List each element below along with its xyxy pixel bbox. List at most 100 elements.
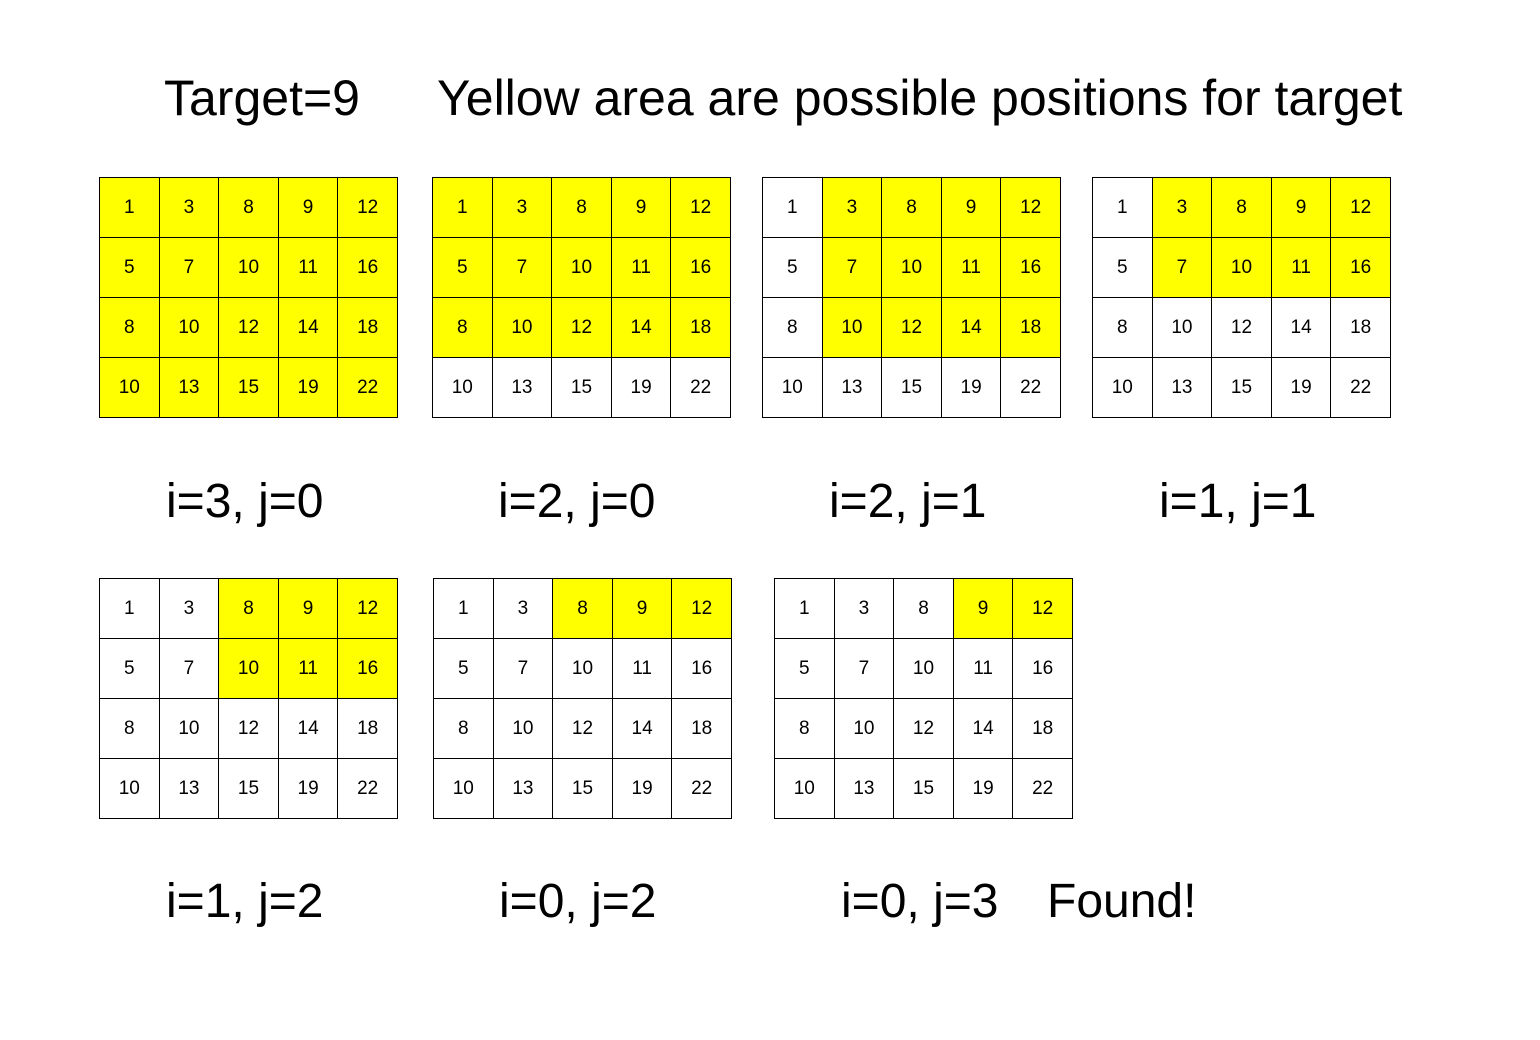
matrix-cell: 15 bbox=[219, 759, 279, 819]
matrix-cell: 9 bbox=[1271, 178, 1332, 238]
matrix-cell: 19 bbox=[278, 358, 339, 418]
matrix-cell: 14 bbox=[953, 699, 1014, 759]
matrix-cell: 12 bbox=[672, 579, 732, 639]
matrix-cell: 8 bbox=[1093, 298, 1153, 358]
matrix-cell: 14 bbox=[278, 298, 339, 358]
matrix-cell: 8 bbox=[894, 579, 954, 639]
matrix-cell: 10 bbox=[1093, 358, 1153, 418]
matrix-cell: 8 bbox=[775, 699, 835, 759]
matrix-cell: 12 bbox=[882, 298, 942, 358]
matrix-cell: 12 bbox=[553, 699, 613, 759]
matrix-cell: 1 bbox=[434, 579, 494, 639]
matrix-cell: 11 bbox=[612, 639, 673, 699]
matrix-cell: 18 bbox=[1013, 699, 1073, 759]
step-caption: i=3, j=0 bbox=[166, 475, 324, 528]
matrix-cell: 16 bbox=[671, 238, 731, 298]
matrix-cell: 10 bbox=[763, 358, 823, 418]
matrix-cell: 13 bbox=[1152, 358, 1213, 418]
matrix-cell: 12 bbox=[552, 298, 612, 358]
matrix-cell: 11 bbox=[278, 238, 339, 298]
matrix-cell: 8 bbox=[100, 298, 160, 358]
matrix-cell: 18 bbox=[672, 699, 732, 759]
matrix-cell: 9 bbox=[611, 178, 672, 238]
matrix-cell: 3 bbox=[834, 579, 895, 639]
matrix-cell: 12 bbox=[338, 178, 398, 238]
matrix-cell: 12 bbox=[219, 699, 279, 759]
matrix-grid: 1 3 8 9 12 5 7 10 11 16 8 10 12 14 18 10 13 15 19 22 bbox=[774, 578, 1073, 819]
matrix-cell: 12 bbox=[894, 699, 954, 759]
matrix-cell: 15 bbox=[1212, 358, 1272, 418]
matrix-cell: 16 bbox=[672, 639, 732, 699]
matrix-cell: 3 bbox=[822, 178, 883, 238]
matrix-cell: 19 bbox=[953, 759, 1014, 819]
matrix-cell: 3 bbox=[159, 178, 220, 238]
matrix-cell: 18 bbox=[1001, 298, 1061, 358]
matrix-cell: 5 bbox=[1093, 238, 1153, 298]
matrix-cell: 7 bbox=[834, 639, 895, 699]
matrix-cell: 8 bbox=[434, 699, 494, 759]
matrix-cell: 7 bbox=[822, 238, 883, 298]
matrix-cell: 10 bbox=[1212, 238, 1272, 298]
matrix-cell: 10 bbox=[219, 238, 279, 298]
step-caption: i=0, j=2 bbox=[499, 875, 657, 928]
matrix-cell: 3 bbox=[1152, 178, 1213, 238]
matrix-cell: 10 bbox=[219, 639, 279, 699]
matrix-cell: 13 bbox=[493, 759, 554, 819]
matrix-cell: 19 bbox=[278, 759, 339, 819]
matrix-cell: 22 bbox=[1001, 358, 1061, 418]
matrix-cell: 16 bbox=[1013, 639, 1073, 699]
matrix-grid: 1 3 8 9 12 5 7 10 11 16 8 10 12 14 18 10 13 15 19 22 bbox=[99, 177, 398, 418]
matrix-cell: 9 bbox=[612, 579, 673, 639]
matrix-cell: 5 bbox=[100, 639, 160, 699]
matrix-cell: 11 bbox=[278, 639, 339, 699]
matrix-cell: 12 bbox=[671, 178, 731, 238]
matrix-cell: 7 bbox=[1152, 238, 1213, 298]
matrix-grid: 1 3 8 9 12 5 7 10 11 16 8 10 12 14 18 10 13 15 19 22 bbox=[1092, 177, 1391, 418]
step-caption: i=0, j=3 bbox=[841, 875, 999, 928]
matrix-cell: 7 bbox=[493, 639, 554, 699]
matrix-cell: 1 bbox=[1093, 178, 1153, 238]
matrix-cell: 1 bbox=[763, 178, 823, 238]
matrix-cell: 1 bbox=[433, 178, 493, 238]
matrix-cell: 1 bbox=[100, 579, 160, 639]
matrix-cell: 1 bbox=[775, 579, 835, 639]
matrix-cell: 14 bbox=[941, 298, 1002, 358]
matrix-cell: 16 bbox=[1331, 238, 1391, 298]
matrix-cell: 8 bbox=[552, 178, 612, 238]
matrix-cell: 8 bbox=[1212, 178, 1272, 238]
matrix-cell: 11 bbox=[953, 639, 1014, 699]
matrix-cell: 12 bbox=[1001, 178, 1061, 238]
matrix-cell: 9 bbox=[278, 178, 339, 238]
matrix-cell: 10 bbox=[1152, 298, 1213, 358]
matrix-cell: 19 bbox=[941, 358, 1002, 418]
matrix-cell: 5 bbox=[433, 238, 493, 298]
matrix-cell: 8 bbox=[882, 178, 942, 238]
matrix-cell: 8 bbox=[553, 579, 613, 639]
matrix-cell: 14 bbox=[1271, 298, 1332, 358]
matrix-cell: 13 bbox=[834, 759, 895, 819]
matrix-cell: 5 bbox=[763, 238, 823, 298]
matrix-cell: 13 bbox=[159, 759, 220, 819]
matrix-cell: 22 bbox=[671, 358, 731, 418]
matrix-cell: 8 bbox=[219, 178, 279, 238]
matrix-cell: 7 bbox=[492, 238, 553, 298]
matrix-cell: 14 bbox=[278, 699, 339, 759]
matrix-cell: 5 bbox=[434, 639, 494, 699]
matrix-cell: 10 bbox=[434, 759, 494, 819]
matrix-cell: 22 bbox=[338, 358, 398, 418]
step-caption: i=2, j=0 bbox=[498, 475, 656, 528]
step-caption: i=1, j=2 bbox=[166, 875, 324, 928]
step-caption: i=2, j=1 bbox=[829, 475, 987, 528]
matrix-cell: 10 bbox=[159, 699, 220, 759]
matrix-cell: 22 bbox=[1331, 358, 1391, 418]
matrix-cell: 18 bbox=[671, 298, 731, 358]
matrix-cell: 10 bbox=[553, 639, 613, 699]
matrix-cell: 10 bbox=[100, 759, 160, 819]
matrix-cell: 12 bbox=[1013, 579, 1073, 639]
matrix-cell: 16 bbox=[338, 639, 398, 699]
matrix-cell: 7 bbox=[159, 238, 220, 298]
matrix-cell: 12 bbox=[1212, 298, 1272, 358]
matrix-cell: 15 bbox=[882, 358, 942, 418]
matrix-cell: 9 bbox=[953, 579, 1014, 639]
matrix-cell: 10 bbox=[493, 699, 554, 759]
